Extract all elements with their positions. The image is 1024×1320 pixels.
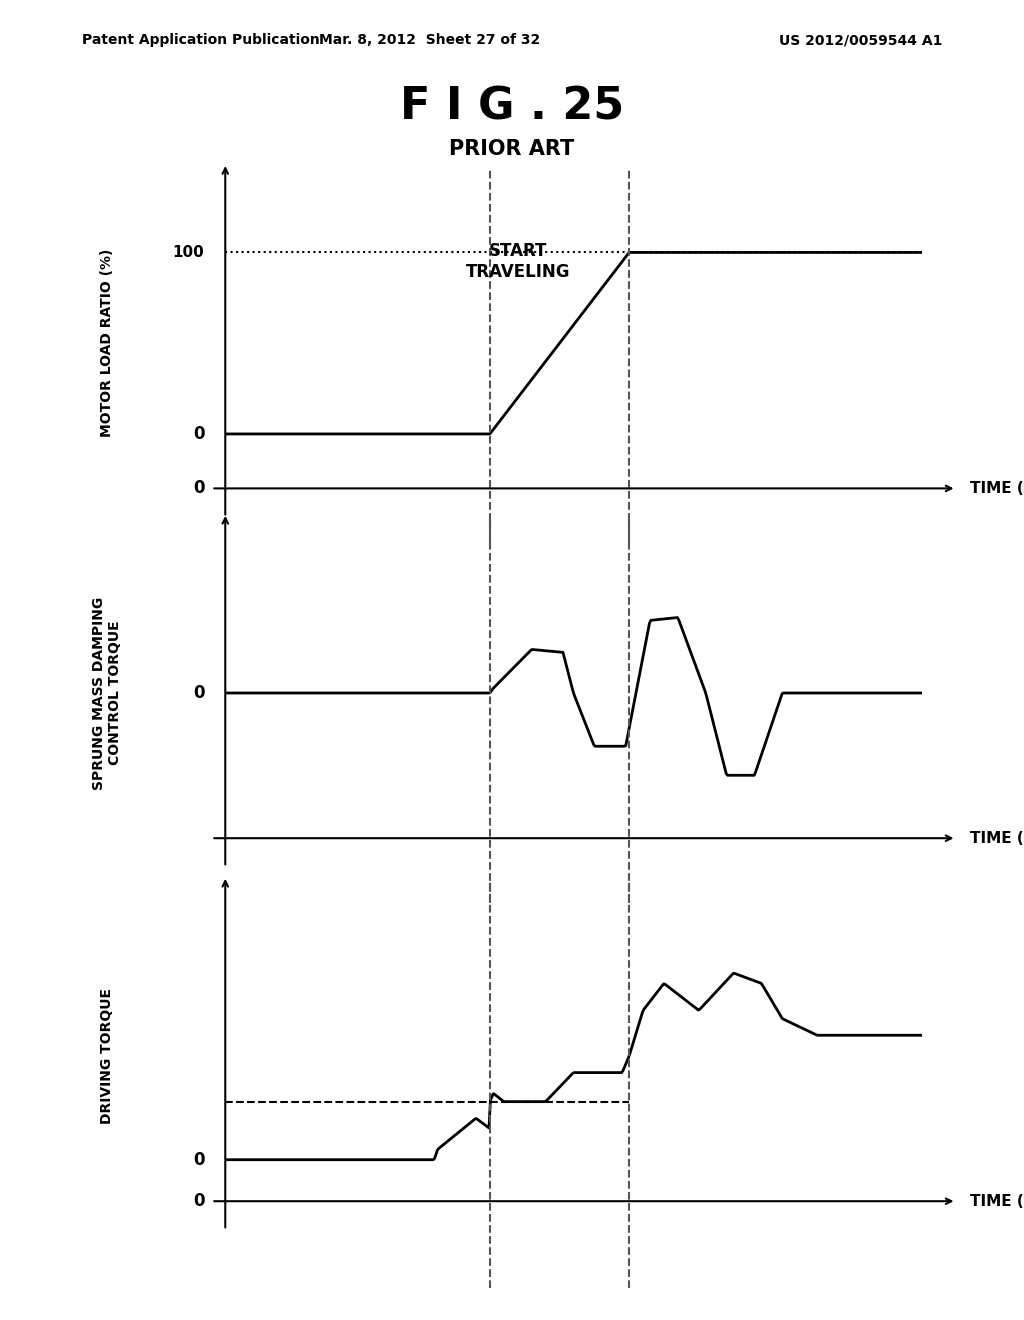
Text: 0: 0	[193, 479, 205, 498]
Text: F I G . 25: F I G . 25	[400, 86, 624, 129]
Text: 0: 0	[193, 425, 205, 444]
Text: 0: 0	[193, 684, 205, 702]
Text: MOTOR LOAD RATIO (%): MOTOR LOAD RATIO (%)	[100, 249, 114, 437]
Text: DRIVING TORQUE: DRIVING TORQUE	[100, 987, 114, 1125]
Text: US 2012/0059544 A1: US 2012/0059544 A1	[778, 33, 942, 48]
Text: TIME (t): TIME (t)	[971, 1193, 1024, 1209]
Text: 100: 100	[173, 246, 205, 260]
Text: Patent Application Publication: Patent Application Publication	[82, 33, 319, 48]
Text: SPRUNG MASS DAMPING
CONTROL TORQUE: SPRUNG MASS DAMPING CONTROL TORQUE	[92, 597, 122, 789]
Text: 0: 0	[193, 1151, 205, 1168]
Text: TIME (t): TIME (t)	[971, 830, 1024, 846]
Text: TIME (t): TIME (t)	[971, 480, 1024, 496]
Text: 0: 0	[193, 1192, 205, 1210]
Text: PRIOR ART: PRIOR ART	[450, 139, 574, 158]
Text: Mar. 8, 2012  Sheet 27 of 32: Mar. 8, 2012 Sheet 27 of 32	[319, 33, 541, 48]
Text: START
TRAVELING: START TRAVELING	[466, 243, 570, 281]
